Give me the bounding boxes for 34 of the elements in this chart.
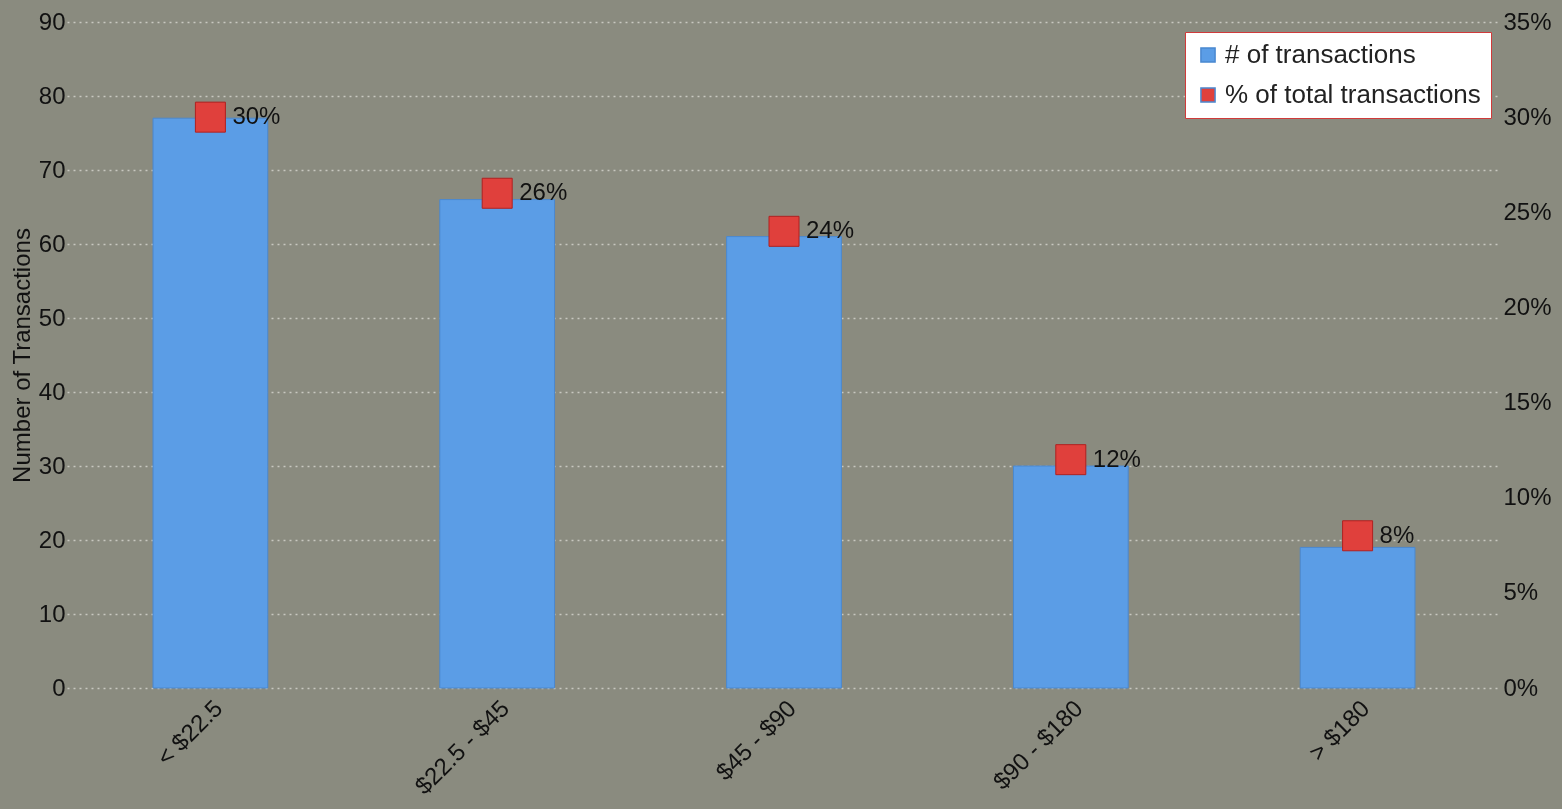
y2-tick-label: 30%	[1503, 102, 1552, 130]
point	[1055, 444, 1087, 476]
legend-label: # of transactions	[1225, 39, 1416, 69]
y2-tick-label: 0%	[1503, 673, 1539, 701]
y2-tick-label: 5%	[1503, 578, 1539, 606]
bar	[1299, 546, 1416, 689]
y-tick-label: 40	[38, 377, 66, 405]
bar	[726, 236, 842, 689]
data-label: 26%	[519, 178, 568, 206]
y-tick-label: 10	[38, 599, 66, 627]
y-tick-label: 20	[38, 525, 66, 553]
point	[481, 177, 513, 209]
x-tick-label: $45 - $90	[710, 694, 801, 786]
data-label: 8%	[1379, 520, 1415, 548]
y-axis-title: Number of Transactions	[7, 228, 35, 483]
point	[194, 101, 226, 133]
legend-label: % of total transactions	[1225, 79, 1481, 109]
point	[1342, 520, 1374, 552]
bar	[1012, 465, 1129, 689]
y2-tick-label: 20%	[1503, 292, 1552, 320]
y-tick-label: 60	[38, 229, 66, 257]
y2-tick-label: 10%	[1503, 483, 1552, 511]
bar	[439, 199, 556, 689]
y-tick-label: 80	[38, 81, 66, 109]
y-tick-label: 30	[38, 451, 66, 479]
y2-tick-label: 15%	[1503, 388, 1552, 416]
data-label: 12%	[1092, 444, 1141, 472]
y-tick-label: 50	[38, 303, 66, 331]
point	[768, 215, 800, 247]
y2-tick-label: 35%	[1503, 7, 1552, 35]
y2-tick-label: 25%	[1503, 197, 1552, 225]
y-tick-label: 70	[38, 155, 66, 183]
y-tick-label: 90	[38, 7, 66, 35]
y-tick-label: 0	[52, 673, 66, 701]
